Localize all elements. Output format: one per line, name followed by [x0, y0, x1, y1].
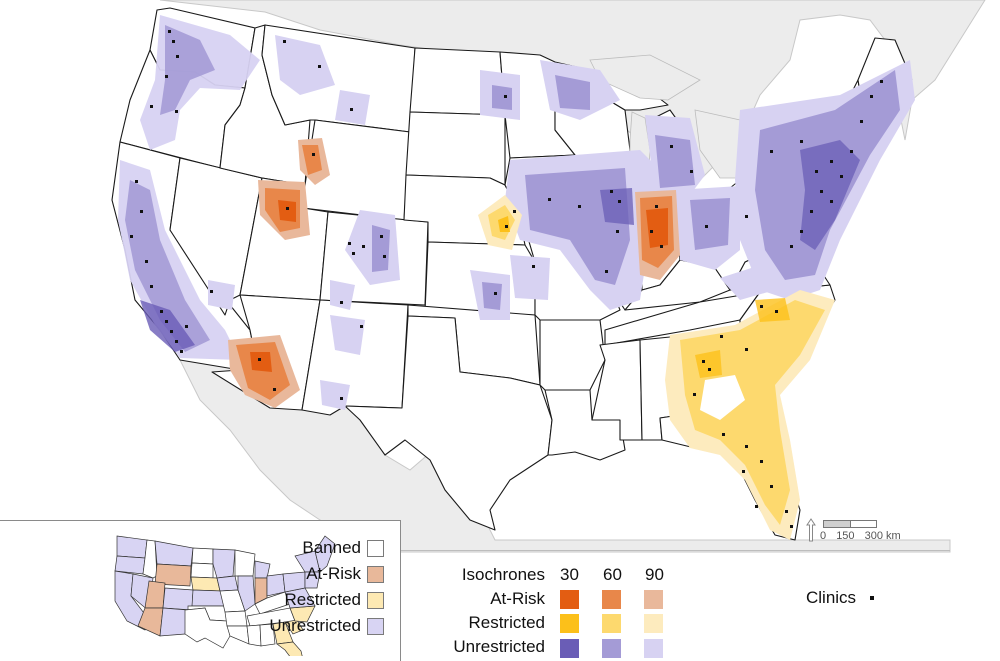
isochrone-minutes-90: 90: [645, 565, 664, 584]
inset-status-map: [114, 535, 336, 656]
isochrone-minutes-60: 60: [603, 565, 622, 584]
inset-legend-label: Restricted: [284, 590, 361, 609]
inset-legend-unrestricted: Unrestricted: [269, 616, 384, 635]
scale-bar: 0 150 300 km: [806, 518, 956, 548]
swatch-at-risk-90: [644, 590, 663, 609]
state-louisiana: [544, 389, 626, 461]
inset-legend-swatch: [367, 617, 384, 635]
swatch-restricted-60: [602, 614, 621, 633]
clinic-markers: [130, 30, 883, 528]
swatch-restricted-30: [560, 614, 579, 633]
swatch-unrestricted-60: [602, 639, 621, 658]
inset-legend-swatch: [367, 591, 384, 609]
scale-bar-ticks: 0 150 300 km: [820, 530, 908, 542]
clinics-legend: Clinics: [806, 588, 875, 608]
scale-tick-150: 150: [836, 530, 855, 542]
swatch-unrestricted-30: [560, 639, 579, 658]
inset-legend-label: Banned: [302, 538, 361, 557]
scale-tick-0: 0: [820, 530, 827, 542]
north-arrow-icon: [806, 518, 816, 542]
inset-legend-label: At-Risk: [306, 564, 361, 583]
inset-legend-banned: Banned: [302, 538, 384, 557]
clinic-marker-icon: [870, 596, 875, 600]
isochrones-unrestricted: [118, 15, 915, 410]
isochrone-row-label-unrestricted: Unrestricted: [453, 637, 545, 656]
inset-legend-label: Unrestricted: [269, 616, 361, 635]
isochrone-header: Isochrones: [461, 565, 545, 584]
isochrone-legend: Isochrones 30 60 90 At-Risk Restricted U…: [420, 560, 1000, 660]
isochrones-restricted: [478, 195, 835, 540]
swatch-at-risk-60: [602, 590, 621, 609]
state-new-mexico: [301, 299, 409, 416]
inset-status-legend: Banned At-Risk Restricted Unrestricted: [0, 520, 401, 661]
map-bottom-frame-line: [398, 550, 950, 551]
state-arkansas: [539, 319, 606, 391]
swatch-unrestricted-90: [644, 639, 663, 658]
isochrones-at-risk: [228, 138, 680, 408]
swatch-restricted-90: [644, 614, 663, 633]
scale-tick-300: 300 km: [864, 530, 901, 542]
inset-legend-restricted: Restricted: [284, 590, 384, 609]
swatch-at-risk-30: [560, 590, 579, 609]
inset-legend-swatch: [367, 565, 384, 583]
isochrone-row-label-at-risk: At-Risk: [490, 589, 545, 608]
state-south-dakota: [405, 111, 506, 186]
scale-bar-graphic: [823, 520, 877, 528]
clinics-label: Clinics: [806, 588, 857, 607]
inset-legend-at-risk: At-Risk: [306, 564, 384, 583]
inset-legend-swatch: [367, 539, 384, 557]
state-texas: [344, 315, 553, 531]
isochrone-row-label-restricted: Restricted: [468, 613, 545, 632]
isochrone-minutes-30: 30: [560, 565, 579, 584]
